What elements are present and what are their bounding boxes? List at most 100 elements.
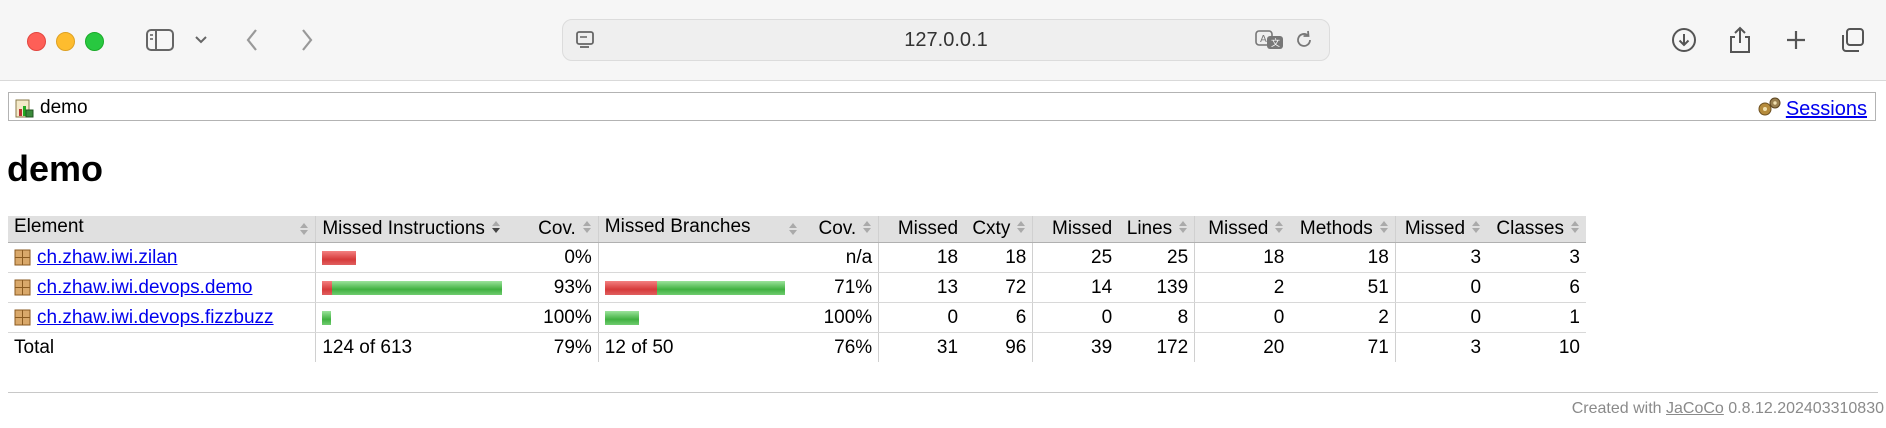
instructions-coverage-bar — [322, 250, 517, 265]
branches-coverage-bar — [604, 280, 798, 295]
sort-icon — [1274, 218, 1284, 240]
footer-prefix: Created with — [1571, 400, 1662, 417]
total-cov-instructions: 79% — [523, 332, 599, 362]
missed-methods-cell: 0 — [1194, 302, 1291, 333]
header-element[interactable]: Element — [8, 216, 316, 243]
missed-lines-cell: 0 — [1032, 302, 1119, 333]
branches-coverage-bar — [604, 310, 798, 325]
methods-cell: 18 — [1290, 242, 1396, 273]
sort-icon — [788, 220, 798, 242]
missed-methods-cell: 18 — [1194, 242, 1291, 273]
cov-branches-cell: 71% — [803, 272, 879, 303]
header-cxty[interactable]: Cxty — [964, 216, 1033, 243]
sort-desc-icon — [491, 218, 501, 240]
sessions-link[interactable]: Sessions — [1785, 97, 1867, 120]
cov-instructions-cell: 100% — [523, 302, 599, 333]
reload-icon[interactable] — [1293, 29, 1315, 56]
missed-cxty-cell: 18 — [878, 242, 965, 273]
missed-bar-segment — [322, 280, 333, 295]
footer-divider — [8, 392, 1878, 393]
sidebar-toggle-icon[interactable] — [143, 22, 177, 58]
zoom-window-button[interactable] — [85, 32, 104, 51]
header-classes[interactable]: Classes — [1487, 216, 1586, 243]
sort-icon — [1471, 218, 1481, 240]
tab-overview-icon[interactable] — [1836, 22, 1868, 58]
jacoco-link[interactable]: JaCoCo — [1666, 400, 1724, 417]
sort-icon — [1379, 218, 1389, 240]
package-link[interactable]: ch.zhaw.iwi.devops.fizzbuzz — [37, 306, 274, 328]
classes-cell: 1 — [1487, 302, 1586, 333]
covered-bar-segment — [656, 280, 785, 295]
lines-cell: 139 — [1118, 272, 1195, 303]
sessions-icon — [1758, 96, 1782, 122]
footer-version: 0.8.12.202403310830 — [1728, 400, 1884, 417]
covered-bar-segment — [332, 280, 503, 295]
sort-icon — [582, 218, 592, 240]
header-cov-branches[interactable]: Cov. — [803, 216, 879, 243]
package-link[interactable]: ch.zhaw.iwi.zilan — [37, 246, 178, 268]
forward-arrow-icon[interactable] — [295, 22, 319, 58]
close-window-button[interactable] — [27, 32, 46, 51]
total-missed-methods: 20 — [1194, 332, 1291, 362]
table-row: ch.zhaw.iwi.zilan 0% n/a 18 18 25 25 18 … — [8, 242, 1586, 273]
package-icon — [14, 279, 31, 296]
header-missed-instructions[interactable]: Missed Instructions — [315, 216, 524, 243]
header-lines[interactable]: Lines — [1118, 216, 1195, 243]
missed-lines-cell: 25 — [1032, 242, 1119, 273]
header-missed-cxty[interactable]: Missed — [878, 216, 965, 243]
covered-bar-segment — [604, 310, 639, 325]
total-missed-branches: 12 of 50 — [597, 332, 804, 362]
missed-cxty-cell: 0 — [878, 302, 965, 333]
classes-cell: 3 — [1487, 242, 1586, 273]
missed-lines-cell: 14 — [1032, 272, 1119, 303]
footer: Created with JaCoCo 0.8.12.202403310830 — [1572, 400, 1884, 418]
covered-bar-segment — [322, 310, 332, 325]
table-header-row: Element Missed Instructions Cov. Missed … — [8, 216, 1586, 243]
downloads-icon[interactable] — [1668, 22, 1700, 58]
cxty-cell: 18 — [964, 242, 1033, 273]
minimize-window-button[interactable] — [56, 32, 75, 51]
page-menu-icon[interactable] — [575, 30, 597, 55]
svg-text:文: 文 — [1271, 37, 1280, 49]
report-icon — [15, 99, 34, 118]
back-arrow-icon[interactable] — [240, 22, 264, 58]
page-title: demo — [7, 148, 104, 189]
total-missed-lines: 39 — [1032, 332, 1119, 362]
total-classes: 10 — [1487, 332, 1586, 362]
missed-classes-cell: 0 — [1394, 302, 1488, 333]
sort-icon — [1016, 218, 1026, 240]
package-link[interactable]: ch.zhaw.iwi.devops.demo — [37, 276, 253, 298]
sort-icon — [862, 218, 872, 240]
table-row: ch.zhaw.iwi.devops.fizzbuzz 100% 100% 0 … — [8, 302, 1586, 333]
package-icon — [14, 249, 31, 266]
cxty-cell: 72 — [964, 272, 1033, 303]
breadcrumb: demo Sessions — [8, 92, 1876, 121]
branches-coverage-bar — [597, 242, 804, 273]
new-tab-icon[interactable] — [1780, 22, 1812, 58]
table-total-row: Total 124 of 613 79% 12 of 50 76% 31 96 … — [8, 332, 1586, 362]
sort-icon — [299, 220, 309, 242]
header-cov-instructions[interactable]: Cov. — [523, 216, 599, 243]
header-missed-methods[interactable]: Missed — [1194, 216, 1291, 243]
header-methods[interactable]: Methods — [1290, 216, 1396, 243]
header-missed-lines[interactable]: Missed — [1032, 216, 1119, 243]
chevron-down-icon[interactable] — [192, 22, 210, 58]
breadcrumb-current: demo — [40, 97, 88, 118]
header-missed-classes[interactable]: Missed — [1394, 216, 1488, 243]
lines-cell: 8 — [1118, 302, 1195, 333]
share-icon[interactable] — [1724, 22, 1756, 58]
missed-methods-cell: 2 — [1194, 272, 1291, 303]
missed-bar-segment — [322, 250, 357, 265]
total-lines: 172 — [1118, 332, 1195, 362]
header-missed-branches[interactable]: Missed Branches — [597, 216, 804, 243]
total-missed-instructions: 124 of 613 — [315, 332, 524, 362]
missed-bar-segment — [604, 280, 657, 295]
cov-instructions-cell: 93% — [523, 272, 599, 303]
total-label: Total — [8, 332, 316, 362]
cov-branches-cell: n/a — [803, 242, 879, 273]
sort-icon — [1570, 218, 1580, 240]
total-missed-classes: 3 — [1394, 332, 1488, 362]
